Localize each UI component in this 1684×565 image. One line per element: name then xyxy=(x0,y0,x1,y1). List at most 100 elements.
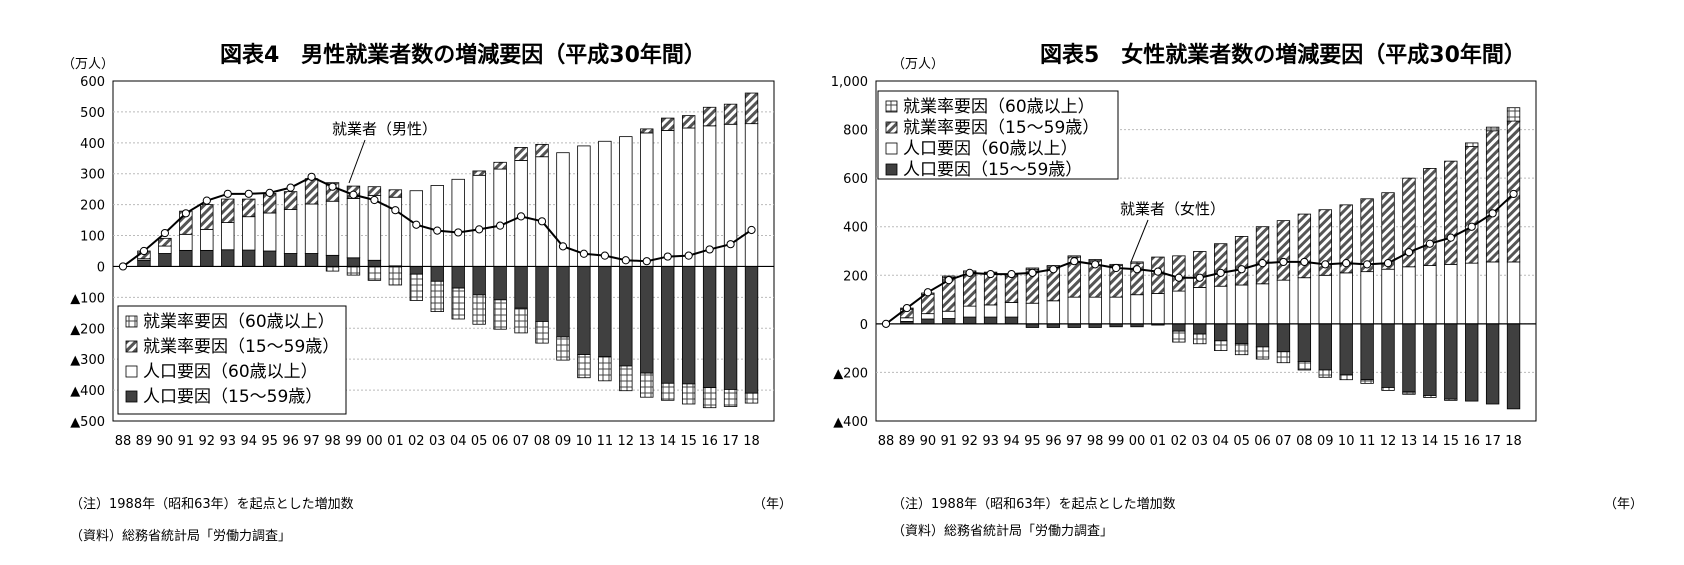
female-bar-pop-15-59 xyxy=(983,316,998,325)
male-bar-pop-60plus xyxy=(661,130,675,267)
female-bar-pop-60plus xyxy=(1234,284,1249,325)
female-bar-emp-15-59 xyxy=(1255,226,1270,285)
female-x-tick-label: 04 xyxy=(1212,434,1229,449)
male-bar-emp-60plus xyxy=(661,382,675,401)
female-x-tick-label: 91 xyxy=(940,434,957,449)
female-x-tick-label: 01 xyxy=(1150,434,1167,449)
male-total-point xyxy=(516,212,526,221)
male-x-tick-label: 10 xyxy=(576,434,593,449)
female-bar-emp-60plus xyxy=(1360,379,1374,384)
male-x-tick-label: 02 xyxy=(408,434,425,449)
male-bar-pop-60plus xyxy=(535,156,549,267)
male-total-point xyxy=(328,182,337,191)
male-total-point xyxy=(223,189,232,198)
female-bar-pop-60plus xyxy=(921,313,935,320)
female-x-tick-label: 06 xyxy=(1254,434,1271,449)
female-bar-emp-60plus xyxy=(1276,351,1291,364)
male-y-tick-label: 300 xyxy=(80,168,105,183)
male-y-tick-label: 500 xyxy=(80,106,105,121)
female-x-tick-label: 05 xyxy=(1233,434,1250,449)
female-bar-pop-15-59 xyxy=(1234,323,1249,345)
female-bar-pop-15-59 xyxy=(1381,323,1395,388)
male-bar-emp-60plus xyxy=(388,266,403,286)
female-x-tick-label: 13 xyxy=(1401,434,1418,449)
male-bar-emp-15-59 xyxy=(723,103,738,125)
male-bar-emp-15-59 xyxy=(283,191,298,210)
female-bar-emp-60plus xyxy=(1234,343,1249,356)
female-bar-pop-15-59 xyxy=(1004,316,1019,325)
male-bar-emp-15-59 xyxy=(514,147,528,161)
male-bar-pop-60plus xyxy=(681,127,696,267)
female-bar-pop-15-59 xyxy=(1506,323,1521,410)
male-x-tick-label: 93 xyxy=(219,434,236,449)
male-total-point xyxy=(349,190,358,199)
female-total-point xyxy=(1300,257,1309,267)
female-bar-pop-60plus xyxy=(1360,271,1374,325)
female-bar-pop-15-59 xyxy=(1360,323,1374,381)
female-bar-emp-60plus xyxy=(1485,126,1500,132)
male-legend-swatch-pop-15-59 xyxy=(125,390,138,403)
male-total-point xyxy=(118,262,128,271)
female-x-tick-label: 15 xyxy=(1443,434,1460,449)
male-bar-pop-15-59 xyxy=(493,266,507,301)
female-bar-pop-60plus xyxy=(1193,287,1207,325)
male-x-tick-label: 15 xyxy=(680,434,697,449)
male-bar-pop-60plus xyxy=(200,228,214,251)
male-total-point xyxy=(433,226,442,235)
female-bar-pop-15-59 xyxy=(1465,323,1479,402)
female-bar-emp-15-59 xyxy=(1465,146,1479,264)
male-bar-emp-60plus xyxy=(514,307,528,334)
male-x-tick-label: 13 xyxy=(638,434,655,449)
female-x-tick-label: 11 xyxy=(1359,434,1376,449)
male-total-point xyxy=(244,189,253,198)
female-bar-emp-15-59 xyxy=(1318,209,1332,276)
female-bar-emp-15-59 xyxy=(962,271,977,307)
male-bar-pop-15-59 xyxy=(723,266,738,390)
male-bar-emp-60plus xyxy=(556,336,570,361)
female-bar-pop-60plus xyxy=(942,310,956,319)
male-total-point xyxy=(160,228,170,238)
female-total-point xyxy=(1007,269,1016,279)
female-bar-emp-60plus xyxy=(1255,346,1270,360)
female-bar-pop-60plus xyxy=(1214,285,1228,325)
female-bar-emp-60plus xyxy=(1193,333,1207,345)
female-bar-pop-15-59 xyxy=(1193,323,1207,335)
male-y-tick-label: 0 xyxy=(97,260,105,275)
female-bar-pop-60plus xyxy=(1465,262,1479,325)
male-legend-label: 就業率要因（15～59歳） xyxy=(143,337,339,357)
female-total-point xyxy=(1091,260,1100,269)
male-total-point xyxy=(391,206,400,215)
male-plot-frame xyxy=(112,80,775,422)
female-total-point xyxy=(902,303,912,313)
male-line-annotation: 就業者（男性） xyxy=(332,120,437,138)
female-bar-emp-15-59 xyxy=(1360,198,1374,273)
male-chart: 図表4 男性就業者数の増減要因（平成30年間） （万人） （年） （注）1988… xyxy=(62,42,792,544)
female-chart-title: 図表5 女性就業者数の増減要因（平成30年間） xyxy=(1040,42,1526,68)
female-legend-box xyxy=(877,90,1119,180)
male-bar-emp-15-59 xyxy=(493,161,507,170)
male-bar-pop-15-59 xyxy=(430,266,444,282)
female-bar-pop-15-59 xyxy=(962,316,977,325)
male-bar-pop-60plus xyxy=(430,185,444,267)
male-total-point xyxy=(454,228,463,237)
male-total-point xyxy=(663,252,672,261)
male-bar-pop-60plus xyxy=(179,233,193,251)
male-x-tick-label: 96 xyxy=(282,434,299,449)
male-legend: 就業率要因（60歳以上） 就業率要因（15～59歳） 人口要因（60歳以上） 人口要因… xyxy=(117,305,347,415)
female-bar-pop-60plus xyxy=(1004,302,1019,318)
female-bar-emp-60plus xyxy=(1318,369,1332,378)
female-total-point xyxy=(1446,233,1455,242)
male-bar-pop-60plus xyxy=(221,222,235,251)
male-bar-pop-15-59 xyxy=(283,253,298,267)
female-legend-label: 就業率要因（60歳以上） xyxy=(903,97,1095,117)
male-legend-label: 人口要因（60歳以上） xyxy=(143,362,318,382)
female-bar-pop-15-59 xyxy=(1276,323,1291,353)
female-total-point xyxy=(1279,257,1288,267)
male-x-unit: （年） xyxy=(753,497,792,512)
male-x-tick-label: 89 xyxy=(136,434,153,449)
male-bar-emp-60plus xyxy=(619,365,633,392)
female-y-tick-label: 0 xyxy=(860,318,868,333)
female-y-tick-label: 800 xyxy=(843,124,868,139)
female-total-point xyxy=(1467,222,1476,231)
